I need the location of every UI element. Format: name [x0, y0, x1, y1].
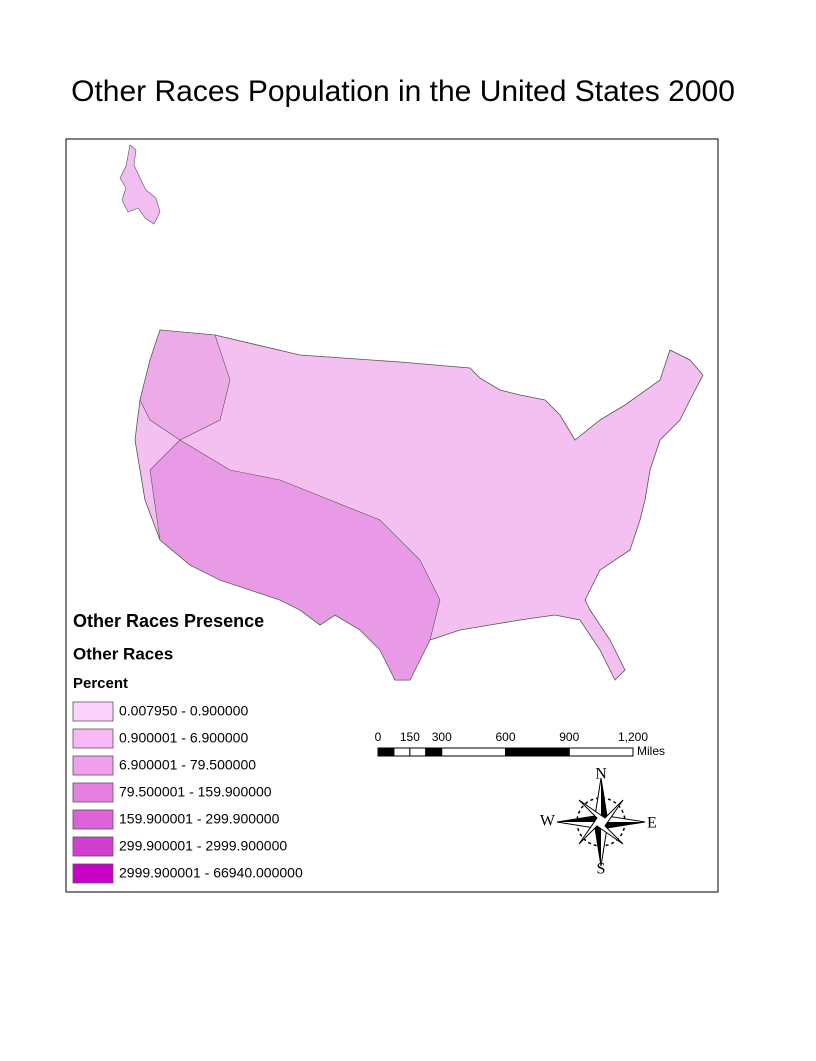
- scale-label: 0: [375, 730, 382, 744]
- scale-label: 150: [400, 730, 420, 744]
- legend-layer: Other Races: [73, 644, 173, 663]
- legend-swatch: [72, 701, 114, 722]
- scale-segment: [409, 747, 427, 757]
- compass-s: S: [597, 861, 606, 878]
- legend-swatch: [72, 836, 114, 857]
- scale-label: 600: [495, 730, 515, 744]
- southwest-region: [149, 439, 441, 681]
- legend-field: Percent: [73, 675, 128, 692]
- legend-label: 159.900001 - 299.900000: [119, 811, 280, 827]
- legend-label: 0.007950 - 0.900000: [119, 703, 248, 719]
- legend-swatch: [72, 809, 114, 830]
- legend-classes: 0.007950 - 0.900000 0.900001 - 6.900000 6.…: [72, 701, 303, 884]
- legend-swatch: [72, 863, 114, 884]
- legend-swatch: [72, 782, 114, 803]
- compass-w: W: [540, 813, 556, 830]
- compass-diagonals: [578, 799, 624, 845]
- map-title: Other Races Population in the United Sta…: [71, 75, 735, 108]
- scale-segment: [377, 747, 395, 757]
- map-frame: [65, 138, 719, 893]
- compass-e: E: [647, 815, 657, 832]
- legend-title: Other Races Presence: [73, 611, 264, 631]
- legend-label: 299.900001 - 2999.900000: [119, 838, 287, 854]
- alaska: [119, 144, 161, 225]
- scale-segment: [505, 747, 570, 757]
- compass-n: N: [595, 766, 607, 783]
- north-arrow: N E S W: [540, 766, 657, 878]
- legend-label: 79.500001 - 159.900000: [119, 784, 272, 800]
- scale-segment: [441, 747, 506, 757]
- legend-label: 0.900001 - 6.900000: [119, 730, 248, 746]
- scale-label: 1,200: [618, 730, 648, 744]
- scale-segment: [393, 747, 411, 757]
- northwest-region: [139, 329, 231, 441]
- scale-label: 300: [432, 730, 452, 744]
- scale-segment: [568, 747, 634, 757]
- legend-label: 6.900001 - 79.500000: [119, 757, 256, 773]
- scale-segment: [425, 747, 443, 757]
- legend-swatch: [72, 728, 114, 749]
- legend-swatch: [72, 755, 114, 776]
- scale-label: 900: [559, 730, 579, 744]
- compass-star-shade: [557, 778, 645, 866]
- scale-unit: Miles: [637, 744, 665, 758]
- legend-label: 2999.900001 - 66940.000000: [119, 865, 303, 881]
